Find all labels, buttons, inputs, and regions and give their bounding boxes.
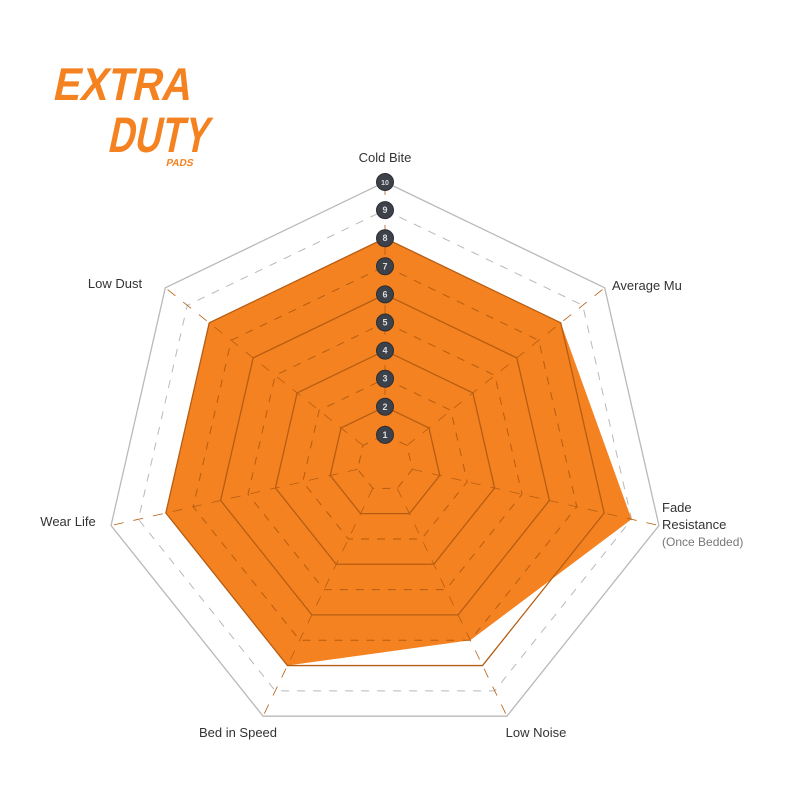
extra-duty-logo: EXTRA DUTY PADS <box>50 58 217 169</box>
series-polygon <box>165 238 632 666</box>
scale-tick-label: 1 <box>382 430 387 440</box>
scale-tick-label: 9 <box>382 205 387 215</box>
scale-tick-label: 8 <box>382 233 387 243</box>
axis-spoke <box>396 488 508 717</box>
scale-tick-marker <box>376 341 394 360</box>
axis-label: Bed in Speed <box>199 725 277 740</box>
grid-ring-6 <box>219 293 551 616</box>
scale-tick-marker <box>376 229 394 248</box>
scale-tick-marker <box>376 425 394 444</box>
grid-ring-4 <box>274 349 496 565</box>
scale-tick-marker <box>376 369 394 388</box>
axis-label: Cold Bite <box>359 150 412 165</box>
axis-label: Average Mu <box>612 278 682 293</box>
logo-line3: PADS <box>165 158 195 169</box>
scale-tick-marker <box>376 313 394 332</box>
logo-line2: DUTY <box>104 107 216 163</box>
grid-ring-5 <box>247 321 523 591</box>
logo-line1: EXTRA <box>50 58 199 109</box>
scale-tick-marker <box>376 397 394 416</box>
scale-tick-marker <box>376 201 394 220</box>
axis-spoke <box>406 287 605 446</box>
axis-label: Low Noise <box>506 725 567 740</box>
scale-tick-marker <box>376 173 394 191</box>
axis-label: Low Dust <box>88 276 143 291</box>
scale-tick-marker <box>376 257 394 276</box>
scale-tick-marker <box>376 285 394 304</box>
axis-label: Wear Life <box>40 514 95 529</box>
axis-spoke <box>412 468 660 526</box>
scale-tick-label: 6 <box>382 289 387 299</box>
axis-spoke <box>165 287 364 446</box>
grid-ring-9 <box>137 209 633 692</box>
grid-ring-10 <box>110 181 660 717</box>
scale-tick-label: 2 <box>382 402 387 412</box>
scale-tick-label: 5 <box>382 318 387 328</box>
scale-tick-label: 10 <box>381 180 389 187</box>
grid-ring-1 <box>357 434 413 489</box>
axis-label-line: Fade <box>662 500 692 515</box>
axis-spoke <box>110 468 358 526</box>
axis-sublabel: (Once Bedded) <box>662 535 743 549</box>
scale-tick-label: 4 <box>382 346 387 356</box>
scale-tick-label: 3 <box>382 374 387 384</box>
grid-ring-7 <box>192 265 578 641</box>
axis-label-line: Resistance <box>662 517 726 532</box>
scale-tick-label: 7 <box>382 261 387 271</box>
axis-spoke <box>262 488 374 717</box>
axis-label: Fade Resistance (Once Bedded) <box>662 500 743 549</box>
grid-ring-2 <box>329 406 441 515</box>
grid-ring-3 <box>302 378 468 540</box>
grid-ring-8 <box>165 237 605 667</box>
